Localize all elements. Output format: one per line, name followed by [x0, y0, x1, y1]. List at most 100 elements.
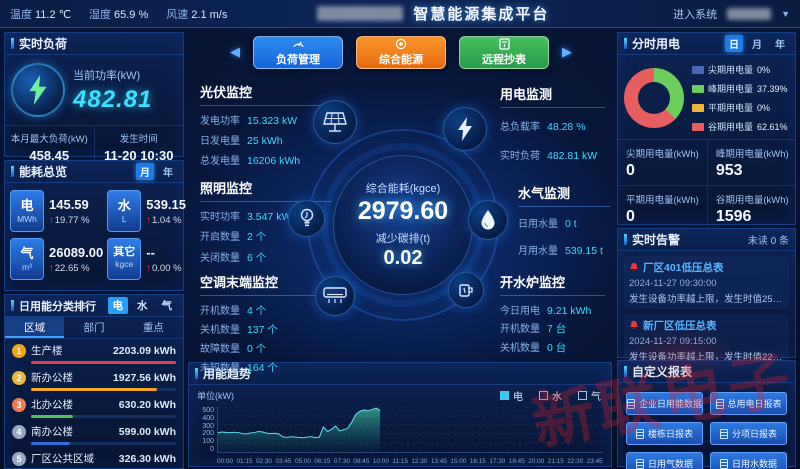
tou-tab-month[interactable]: 月: [752, 40, 762, 51]
document-icon: [720, 458, 728, 469]
user-name[interactable]: [727, 7, 772, 20]
rank-medal-icon: 4: [12, 424, 26, 439]
enter-system-link[interactable]: 进入系统: [673, 8, 718, 21]
document-icon: [627, 398, 635, 409]
next-arrow-icon[interactable]: ▶: [562, 44, 572, 59]
rank-medal-icon: 5: [12, 451, 26, 466]
prev-arrow-icon[interactable]: ◀: [230, 44, 240, 59]
hvac-monitor-group: 空调末端监控 开机数量 4 个 关机数量 137 个 故障数量 0 个 未知数量 164…: [200, 272, 360, 378]
trend-title: 用能趋势: [189, 363, 611, 385]
integrated-energy-button[interactable]: 综合能源: [356, 35, 446, 69]
tou-tab-day[interactable]: 日: [725, 35, 743, 52]
energy-overview-title: 能耗总览: [19, 165, 68, 179]
report-button-enterprise-daily[interactable]: 企业日用能数据: [626, 392, 704, 415]
tou-stat-sharp: 尖期用电量(kWh) 0: [618, 140, 708, 186]
document-icon: [636, 428, 644, 439]
top-bar: 温度 11.2 ℃ 湿度 65.9 % 风速 2.1 m/s 智慧能源集成平台 进入系…: [0, 0, 800, 28]
light-bulb-icon: [288, 200, 325, 237]
alarm-bell-icon: [630, 262, 638, 271]
rank-medal-icon: 3: [12, 397, 26, 412]
ranking-subtab-area[interactable]: 区域: [5, 317, 65, 338]
realtime-alerts-panel: 实时告警 未读 0 条 厂区401低压总表 2024-11-27 09:30:0…: [617, 228, 796, 367]
gauge-value-carbon: 0.02: [383, 247, 423, 269]
rank-medal-icon: 1: [12, 343, 26, 358]
load-management-button[interactable]: 负荷管理: [253, 35, 343, 69]
realtime-load-title: 实时负荷: [5, 33, 183, 55]
time-of-use-panel: 分时用电 日 月 年 尖期用电量 0% 峰期用电量 37.39% 平期用电量 0% 谷…: [617, 32, 797, 231]
ranking-subtab-dept[interactable]: 部门: [83, 322, 105, 334]
pv-monitor-group: 光伏监控 发电功率 15.323 kW 日发电量 25 kWh 总发电量 16206 …: [200, 82, 360, 172]
up-arrow-icon: ↑: [146, 214, 151, 226]
legend-swatch-water: [539, 391, 548, 400]
solar-panel-icon: [313, 100, 357, 144]
ranking-tab-electric[interactable]: 电: [107, 297, 128, 314]
legend-gas[interactable]: 气: [578, 388, 601, 403]
lighting-monitor-group: 照明监控 实时功率 3.547 kW 开启数量 2 个 关闭数量 6 个: [200, 178, 360, 270]
boiler-icon: [448, 272, 484, 308]
ranking-row: 3 北办公楼 630.20 kWh: [5, 393, 183, 418]
unread-count-badge: 未读 0 条: [747, 236, 789, 247]
overview-gas: 气 m³ 26089.00 ↑22.65 %: [10, 238, 103, 280]
remote-meter-reading-button[interactable]: 远程抄表: [459, 35, 549, 69]
report-button-building-daily[interactable]: 楼栋日报表: [626, 422, 704, 445]
current-power-value: 482.81: [73, 85, 153, 113]
overview-electric: 电 MWh 145.59 ↑19.77 %: [10, 190, 103, 232]
tou-legend-flat: 平期用电量 0%: [692, 101, 789, 114]
tab-year[interactable]: 年: [163, 168, 173, 179]
occurrence-time: 发生时间 11-20 10:30: [93, 126, 184, 167]
ranking-row: 4 南办公楼 599.00 kWh: [5, 420, 183, 445]
tou-stat-valley: 谷期用电量(kWh) 1596: [715, 195, 789, 225]
rank-bar: [31, 415, 74, 418]
month-max-load: 本月最大负荷(kW) 458.45: [10, 134, 88, 163]
document-icon: [636, 458, 644, 469]
ranking-tab-gas[interactable]: 气: [161, 300, 173, 312]
report-button-total-electric-daily[interactable]: 总用电日报表: [710, 392, 787, 415]
legend-swatch-gas: [578, 391, 587, 400]
legend-electric[interactable]: 电: [500, 388, 523, 403]
trend-y-axis: 500 400 300 200 100 0: [202, 407, 214, 453]
page-title: 智慧能源集成平台: [413, 6, 550, 23]
alerts-title: 实时告警: [632, 233, 681, 247]
report-button-daily-gas[interactable]: 日用气数据: [626, 452, 704, 469]
document-icon: [715, 398, 724, 409]
chevron-down-icon[interactable]: ▼: [781, 8, 790, 19]
legend-water[interactable]: 水: [539, 388, 562, 403]
weather-humidity: 湿度 65.9 %: [89, 8, 149, 21]
weather-wind: 风速 2.1 m/s: [166, 8, 228, 21]
alert-item[interactable]: 新厂区低压总表 2024-11-27 09:15:00 发生设备功率越上限，发生…: [624, 314, 789, 367]
water-gas-monitor-group: 水气监测 日用水量 0 t 月用水量 539.15 t: [518, 183, 618, 262]
rank-bar: [31, 361, 176, 364]
tou-legend-valley: 谷期用电量 62.61%: [692, 120, 789, 133]
alert-item[interactable]: 厂区401低压总表 2024-11-27 09:30:00 发生设备功率越上限，…: [624, 256, 789, 309]
tab-month[interactable]: 月: [136, 163, 154, 180]
power-monitor-group: 用电监测 总负载率 48.28 % 实时负荷 482.81 kW: [500, 84, 612, 167]
trend-x-axis: 00:00 01:15 02:30 03:45 05:00 06:15 07:30 08:45…: [217, 458, 603, 465]
reports-title: 自定义报表: [618, 361, 795, 383]
tou-stat-peak: 峰期用电量(kWh) 953: [707, 140, 797, 186]
rank-bar: [31, 442, 71, 445]
report-button-subitem-daily[interactable]: 分项日报表: [710, 422, 787, 445]
company-logo: [317, 6, 404, 21]
air-conditioner-icon: [315, 276, 355, 316]
tou-title: 分时用电: [632, 37, 681, 51]
trend-plot-area[interactable]: [217, 407, 603, 453]
meter-icon: [498, 37, 510, 50]
water-drop-icon: [468, 200, 508, 240]
ranking-subtab-key[interactable]: 重点: [142, 322, 164, 334]
tou-tab-year[interactable]: 年: [775, 40, 785, 51]
up-arrow-icon: ↑: [146, 262, 151, 274]
tou-donut-chart: [624, 68, 684, 128]
legend-swatch-electric: [500, 391, 509, 400]
report-button-daily-water[interactable]: 日用水数据: [710, 452, 787, 469]
energy-trend-panel: 用能趋势 单位(kW) 电 水 气 500 400 300 200 100 0: [188, 362, 612, 467]
comprehensive-energy-gauge: 综合能耗(kgce) 2979.60 减少碳排(t) 0.02: [333, 155, 473, 295]
daily-energy-ranking-panel: 日用能分类排行 电 水 气 区域 部门 重点 1 生产楼 2203.09 kWh …: [4, 294, 184, 469]
ranking-tab-water[interactable]: 水: [137, 300, 148, 312]
electricity-bolt-icon: [443, 107, 487, 151]
boiler-monitor-group: 开水炉监控 今日用电 9.21 kWh 开机数量 7 台 关机数量 0 台: [500, 272, 612, 358]
custom-reports-panel: 自定义报表 企业日用能数据 总用电日报表 楼栋日报表 分项日报表 日用气数据 日…: [617, 360, 796, 469]
ranking-row: 1 生产楼 2203.09 kWh: [5, 339, 183, 364]
